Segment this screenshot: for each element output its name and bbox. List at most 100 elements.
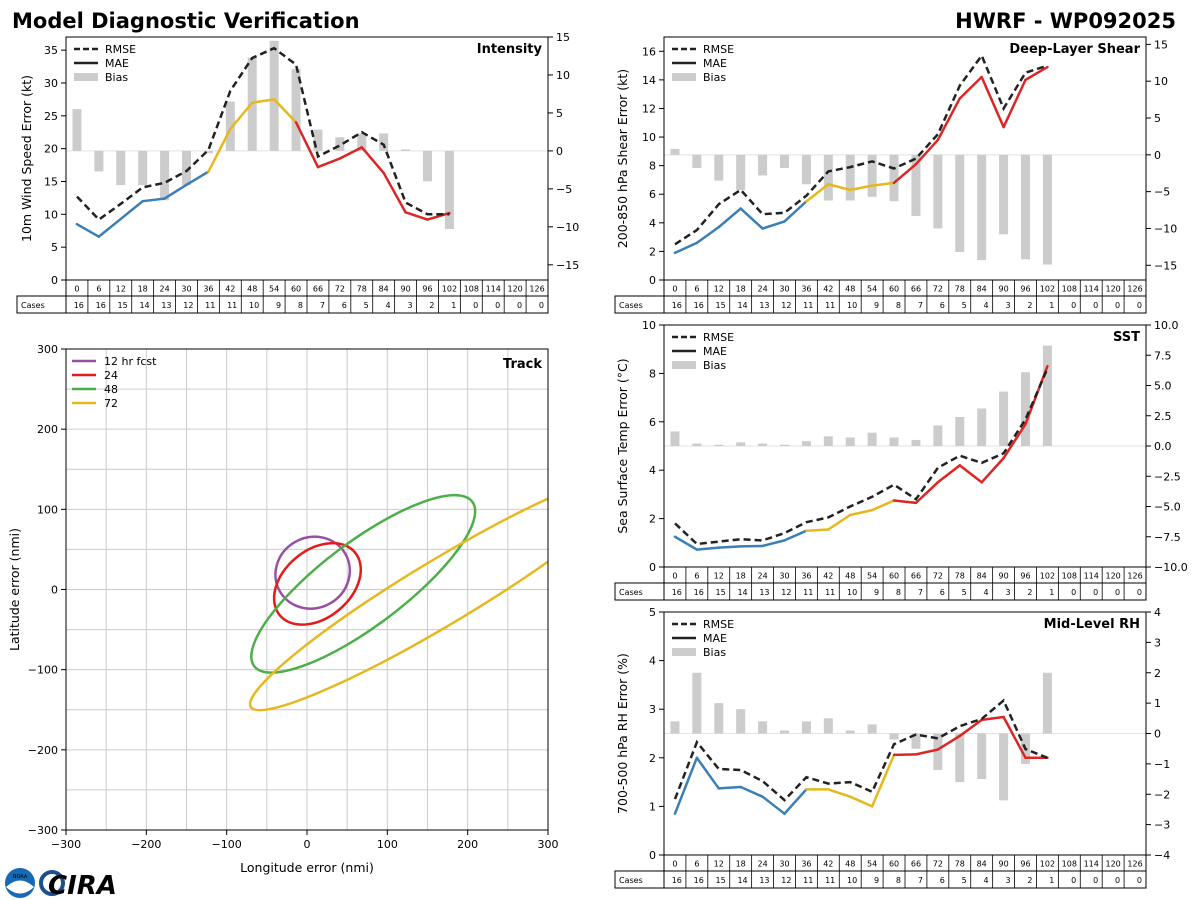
y-tick-label: 3 xyxy=(649,703,656,716)
hour-cell: 114 xyxy=(1084,572,1099,581)
y-tick-label: 10 xyxy=(642,319,656,332)
y-axis-label: 700-500 hPa RH Error (%) xyxy=(615,653,630,814)
case-cell: 0 xyxy=(1071,876,1076,885)
case-cell: 6 xyxy=(940,301,945,310)
mae-line-segment xyxy=(761,220,786,230)
mae-line-segment xyxy=(338,146,364,160)
bias-bar xyxy=(823,718,833,734)
case-cell: 7 xyxy=(918,301,923,310)
case-cell: 5 xyxy=(962,588,967,597)
mae-line-segment xyxy=(958,464,983,484)
bias-bar xyxy=(889,154,899,202)
mae-line-segment xyxy=(229,101,254,131)
bias-bar xyxy=(999,733,1009,801)
case-cell: 0 xyxy=(1115,588,1120,597)
bias-bar xyxy=(736,709,746,734)
y2-tick-label: 15 xyxy=(556,31,570,44)
y-tick-label: 0 xyxy=(51,274,58,287)
mae-line-segment xyxy=(870,499,896,512)
mae-line-segment xyxy=(936,734,962,751)
case-cell: 5 xyxy=(962,876,967,885)
case-cell: 13 xyxy=(759,588,769,597)
mae-line-segment xyxy=(75,222,101,238)
hour-cell: 84 xyxy=(977,860,987,869)
bias-bar xyxy=(692,443,702,446)
hour-cell: 36 xyxy=(801,572,811,581)
cases-label: Cases xyxy=(21,301,45,310)
cira-logo: CIRA xyxy=(39,870,117,900)
mae-line-segment xyxy=(717,207,742,229)
hour-cell: 108 xyxy=(1062,572,1077,581)
case-cell: 11 xyxy=(825,876,835,885)
track-x-axis-label: Longitude error (nmi) xyxy=(240,860,374,875)
bias-bar xyxy=(379,133,389,151)
case-cell: 14 xyxy=(737,876,747,885)
mae-line-segment xyxy=(870,181,896,187)
case-cell: 10 xyxy=(847,876,857,885)
case-cell: 16 xyxy=(694,588,704,597)
track-legend-label: 72 xyxy=(104,397,118,410)
bias-bar xyxy=(72,109,82,151)
mae-line-segment xyxy=(717,785,742,790)
mae-line-segment xyxy=(980,715,1005,722)
case-cell: 3 xyxy=(407,301,412,310)
case-cell: 4 xyxy=(984,301,989,310)
mae-line-segment xyxy=(119,199,144,221)
mae-line-segment xyxy=(1024,65,1049,82)
cira-logo-text: CIRA xyxy=(48,871,117,900)
hour-cell: 96 xyxy=(1020,572,1030,581)
hour-cell: 0 xyxy=(672,285,677,294)
hour-cell: 96 xyxy=(1020,285,1030,294)
case-cell: 0 xyxy=(1071,588,1076,597)
mae-line-segment xyxy=(980,75,1005,129)
hour-cell: 96 xyxy=(422,285,432,294)
rmse-line xyxy=(76,46,450,222)
bias-bar xyxy=(911,733,921,749)
y2-tick-label: 4 xyxy=(1154,606,1161,619)
hour-cell: 12 xyxy=(116,285,126,294)
hour-cell: 126 xyxy=(529,285,544,294)
hour-cell: 24 xyxy=(159,285,169,294)
bias-bar xyxy=(955,733,965,783)
mae-line-segment xyxy=(827,182,852,192)
hour-cell: 120 xyxy=(1105,572,1120,581)
hour-cell: 90 xyxy=(400,285,410,294)
mae-line-segment xyxy=(936,97,962,142)
hour-cell: 90 xyxy=(998,285,1008,294)
mae-line-segment xyxy=(914,748,940,756)
hour-cell: 0 xyxy=(74,285,79,294)
y2-tick-label: 0.0 xyxy=(1154,440,1172,453)
track-x-tick-label: 200 xyxy=(457,838,478,851)
mae-line-segment xyxy=(980,456,1005,484)
bias-bar xyxy=(801,154,811,185)
bias-bar xyxy=(955,416,965,446)
case-cell: 0 xyxy=(1137,876,1142,885)
mae-line-segment xyxy=(426,211,451,221)
mae-line-segment xyxy=(360,146,385,175)
case-cell: 8 xyxy=(896,876,901,885)
legend-bias-swatch xyxy=(672,73,696,81)
noaa-logo-text: NOAA xyxy=(13,874,28,880)
case-cell: 4 xyxy=(386,301,391,310)
hour-cell: 108 xyxy=(1062,860,1077,869)
mae-line-segment xyxy=(936,464,962,484)
y-tick-label: 10 xyxy=(44,208,58,221)
hour-cell: 90 xyxy=(998,572,1008,581)
cases-label: Cases xyxy=(619,301,643,310)
case-cell: 6 xyxy=(940,876,945,885)
hour-cell: 126 xyxy=(1127,285,1142,294)
y-tick-label: 1 xyxy=(649,800,656,813)
track-x-tick-label: 100 xyxy=(377,838,398,851)
legend-label: RMSE xyxy=(703,331,734,344)
case-cell: 11 xyxy=(803,876,813,885)
mae-line-segment xyxy=(673,756,699,815)
hour-cell: 84 xyxy=(977,572,987,581)
y2-tick-label: 5 xyxy=(556,107,563,120)
hour-cell: 30 xyxy=(779,860,789,869)
case-cell: 10 xyxy=(847,588,857,597)
hour-cell: 114 xyxy=(1084,860,1099,869)
mae-line-segment xyxy=(250,98,276,104)
hour-cell: 78 xyxy=(357,285,367,294)
hour-cell: 102 xyxy=(1040,572,1055,581)
hour-cell: 60 xyxy=(889,572,899,581)
